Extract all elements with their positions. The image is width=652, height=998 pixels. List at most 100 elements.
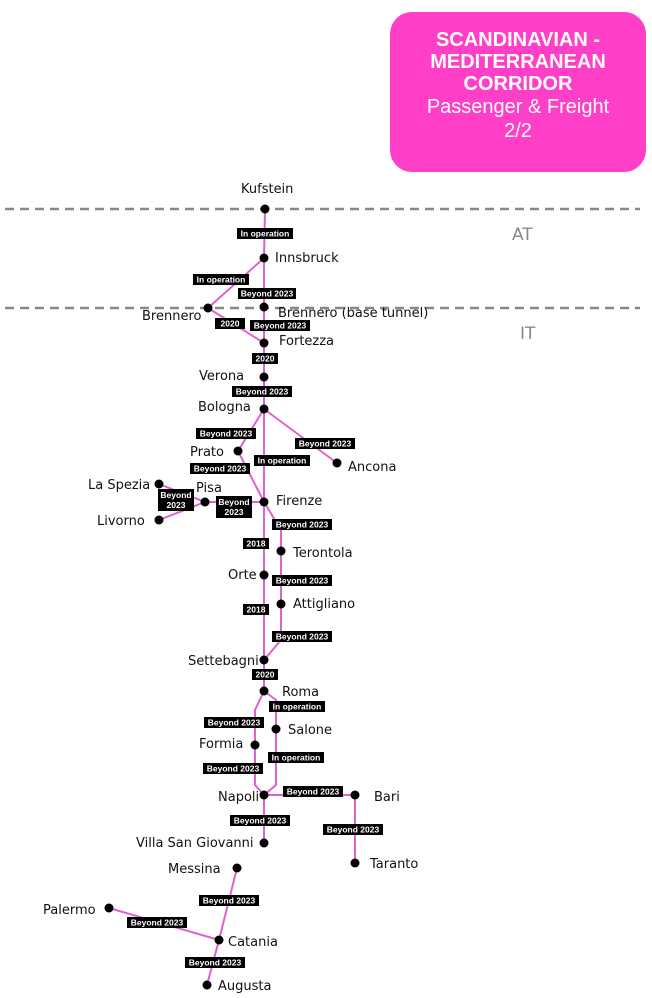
status-tag-label: 2018 <box>247 605 266 615</box>
station-label-attigliano: Attigliano <box>293 597 355 612</box>
status-tag-label: Beyond 2023 <box>189 958 242 968</box>
station-dot-attigliano <box>276 599 286 609</box>
station-dot-prato <box>233 446 243 456</box>
country-label-it: IT <box>520 324 536 344</box>
status-tag-box <box>190 463 250 474</box>
status-tag-label: 2023 <box>225 507 244 517</box>
status-tag-box <box>243 538 269 549</box>
status-tag-label: 2020 <box>221 319 240 329</box>
status-tag-box <box>272 575 332 586</box>
station-dot-orte <box>259 570 269 580</box>
status-tag-label: Beyond 2023 <box>234 816 287 826</box>
status-tag-label: Beyond 2023 <box>200 429 253 439</box>
station-dot-salone <box>271 724 281 734</box>
title-line-4: Passenger & Freight <box>426 96 610 118</box>
status-tag-label: Beyond 2023 <box>276 576 329 586</box>
station-dot-bari <box>350 790 360 800</box>
station-dot-villa <box>259 838 269 848</box>
station-dot-pisa <box>200 497 210 507</box>
station-label-villa: Villa San Giovanni <box>136 836 254 851</box>
status-tag-label: 2023 <box>167 500 186 510</box>
status-tag-label: Beyond 2023 <box>236 387 289 397</box>
route-bologna-ancona <box>263 408 338 464</box>
status-tag-box <box>283 786 343 797</box>
station-label-ancona: Ancona <box>348 460 396 475</box>
station-label-augusta: Augusta <box>218 979 271 994</box>
station-dot-bologna <box>259 404 269 414</box>
station-dot-livorno <box>154 515 164 525</box>
status-tag-label: Beyond 2023 <box>287 787 340 797</box>
status-tag-box <box>127 917 187 928</box>
status-tag-box <box>252 353 278 364</box>
station-dot-fortezza <box>259 338 269 348</box>
status-tag-box <box>185 957 245 968</box>
status-tag-box <box>254 455 310 466</box>
station-label-taranto: Taranto <box>369 857 418 872</box>
station-label-bari: Bari <box>374 790 400 805</box>
route-roma-salone <box>263 690 277 729</box>
status-tag-box <box>158 489 194 511</box>
station-dot-settebagni <box>259 655 269 665</box>
station-label-palermo: Palermo <box>43 903 96 918</box>
station-label-messina: Messina <box>168 862 221 877</box>
status-tag-box <box>295 438 355 449</box>
status-tag-label: 2020 <box>256 354 275 364</box>
status-tag-box <box>323 824 383 835</box>
status-tag-label: Beyond 2023 <box>194 464 247 474</box>
status-tag-label: Beyond 2023 <box>241 289 294 299</box>
station-dot-formia <box>250 740 260 750</box>
status-tag-box <box>232 386 292 397</box>
station-label-salone: Salone <box>288 723 332 738</box>
title-line-1: SCANDINAVIAN - <box>435 29 601 51</box>
status-tag-box <box>268 752 324 763</box>
status-tag-box <box>237 228 293 239</box>
station-label-catania: Catania <box>228 935 278 950</box>
station-dot-verona <box>259 372 269 382</box>
status-tag-box <box>238 288 296 299</box>
status-tag-label: In operation <box>197 275 246 285</box>
station-label-brennerobt: Brennero (base tunnel) <box>278 306 428 321</box>
station-label-terontola: Terontola <box>292 546 353 561</box>
status-tag-label: Beyond 2023 <box>131 918 184 928</box>
status-tag-label: Beyond 2023 <box>327 825 380 835</box>
status-tag-box <box>272 519 332 530</box>
status-tag-box <box>252 669 278 680</box>
station-dot-brennerobt <box>259 302 269 312</box>
corridor-title-box: SCANDINAVIAN - MEDITERRANEAN CORRIDOR Pa… <box>390 12 646 172</box>
station-dot-kufstein <box>260 204 270 214</box>
station-dot-brennero <box>203 303 213 313</box>
station-label-innsbruck: Innsbruck <box>275 251 339 266</box>
station-dot-ancona <box>332 458 342 468</box>
route-salone-napoli <box>263 729 277 796</box>
status-tag-label: 2020 <box>256 670 275 680</box>
route-roma-formia <box>254 690 265 745</box>
station-dot-firenze <box>259 497 269 507</box>
status-tag-box <box>199 895 259 906</box>
status-tag-box <box>230 815 290 826</box>
status-tag-box <box>272 631 332 642</box>
station-label-orte: Orte <box>228 568 257 583</box>
status-tag-box <box>216 496 252 518</box>
status-tag-label: Beyond 2023 <box>203 896 256 906</box>
station-label-livorno: Livorno <box>97 514 145 529</box>
station-dot-laspezia <box>154 479 164 489</box>
status-tag-box <box>203 763 263 774</box>
station-dot-messina <box>232 863 242 873</box>
station-dot-napoli <box>259 790 269 800</box>
station-dot-palermo <box>104 903 114 913</box>
status-tag-label: Beyond 2023 <box>208 718 261 728</box>
station-label-kufstein: Kufstein <box>241 182 293 197</box>
station-label-brennero: Brennero <box>142 309 202 324</box>
status-tag-label: Beyond <box>218 497 249 507</box>
status-tag-box <box>196 428 256 439</box>
status-tag-label: In operation <box>241 229 290 239</box>
station-label-formia: Formia <box>199 737 243 752</box>
status-tag-label: In operation <box>273 702 322 712</box>
title-line-3: CORRIDOR <box>463 73 573 95</box>
status-tag-label: Beyond 2023 <box>276 632 329 642</box>
station-label-fortezza: Fortezza <box>279 334 334 349</box>
station-label-pisa: Pisa <box>196 481 222 496</box>
station-dot-innsbruck <box>259 253 269 263</box>
station-dot-taranto <box>350 858 360 868</box>
